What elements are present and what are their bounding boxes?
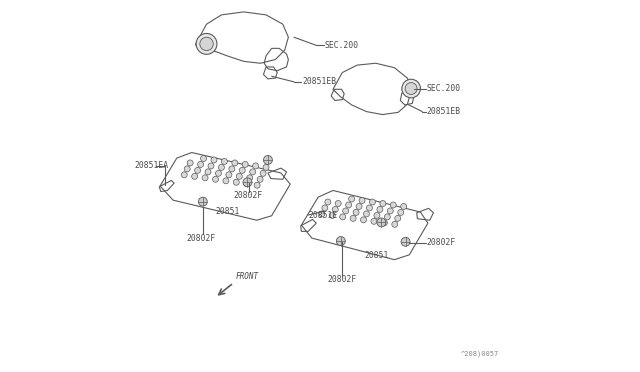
Circle shape	[337, 237, 346, 246]
Circle shape	[198, 197, 207, 206]
Circle shape	[212, 176, 218, 182]
Circle shape	[264, 155, 273, 164]
Circle shape	[200, 155, 207, 161]
Circle shape	[257, 176, 263, 182]
Text: 20802F: 20802F	[328, 275, 356, 284]
Circle shape	[402, 79, 420, 98]
Circle shape	[226, 172, 232, 178]
Circle shape	[181, 172, 187, 178]
Circle shape	[350, 215, 356, 221]
Circle shape	[239, 167, 245, 173]
Circle shape	[387, 208, 394, 214]
Circle shape	[260, 170, 266, 176]
Text: SEC.200: SEC.200	[427, 84, 461, 93]
Circle shape	[234, 179, 239, 185]
Text: 20851EB: 20851EB	[427, 107, 461, 116]
Circle shape	[221, 158, 227, 164]
Circle shape	[405, 83, 417, 94]
Circle shape	[377, 206, 383, 212]
Circle shape	[330, 212, 335, 218]
Circle shape	[349, 196, 355, 202]
Circle shape	[392, 221, 397, 227]
Circle shape	[401, 237, 410, 246]
Circle shape	[200, 37, 213, 51]
Circle shape	[253, 163, 259, 169]
Circle shape	[356, 203, 362, 209]
Circle shape	[244, 181, 250, 187]
Circle shape	[380, 201, 386, 206]
Text: 20851EA: 20851EA	[134, 161, 168, 170]
Circle shape	[359, 198, 365, 203]
Circle shape	[211, 157, 217, 163]
Circle shape	[187, 160, 193, 166]
Circle shape	[250, 169, 255, 175]
Circle shape	[369, 199, 376, 205]
Circle shape	[184, 166, 190, 172]
Text: 20851E: 20851E	[308, 211, 337, 219]
Text: 20851: 20851	[365, 251, 389, 260]
Circle shape	[397, 209, 404, 215]
Circle shape	[340, 214, 346, 220]
Text: SEC.200: SEC.200	[324, 41, 358, 50]
Circle shape	[191, 173, 198, 179]
Circle shape	[381, 220, 387, 226]
Circle shape	[395, 215, 401, 221]
Text: 20851EB: 20851EB	[302, 77, 336, 86]
Circle shape	[385, 214, 390, 220]
Circle shape	[346, 202, 351, 208]
Circle shape	[254, 182, 260, 188]
Circle shape	[360, 217, 367, 223]
Circle shape	[367, 205, 372, 211]
Circle shape	[246, 175, 253, 181]
Circle shape	[223, 178, 229, 184]
Text: 20802F: 20802F	[234, 191, 263, 200]
Text: FRONT: FRONT	[235, 272, 259, 281]
Circle shape	[208, 163, 214, 169]
Text: 20851: 20851	[216, 207, 240, 216]
Circle shape	[196, 33, 217, 54]
Circle shape	[371, 218, 377, 224]
Text: 20802F: 20802F	[186, 234, 215, 243]
Circle shape	[243, 161, 248, 167]
Circle shape	[232, 160, 238, 166]
Circle shape	[195, 167, 200, 173]
Circle shape	[401, 203, 406, 209]
Circle shape	[335, 201, 341, 206]
Circle shape	[353, 209, 359, 215]
Circle shape	[216, 170, 221, 176]
Circle shape	[205, 169, 211, 175]
Circle shape	[377, 218, 386, 227]
Circle shape	[218, 164, 225, 170]
Circle shape	[236, 173, 243, 179]
Circle shape	[374, 212, 380, 218]
Circle shape	[319, 211, 325, 217]
Circle shape	[202, 175, 208, 181]
Circle shape	[390, 202, 396, 208]
Circle shape	[198, 161, 204, 167]
Circle shape	[332, 206, 338, 212]
Circle shape	[342, 208, 349, 214]
Circle shape	[322, 205, 328, 211]
Circle shape	[263, 164, 269, 170]
Circle shape	[325, 199, 331, 205]
Text: ^208)0057: ^208)0057	[460, 351, 499, 357]
Circle shape	[229, 166, 235, 172]
Text: 20802F: 20802F	[427, 238, 456, 247]
Circle shape	[243, 178, 252, 187]
Circle shape	[364, 211, 369, 217]
